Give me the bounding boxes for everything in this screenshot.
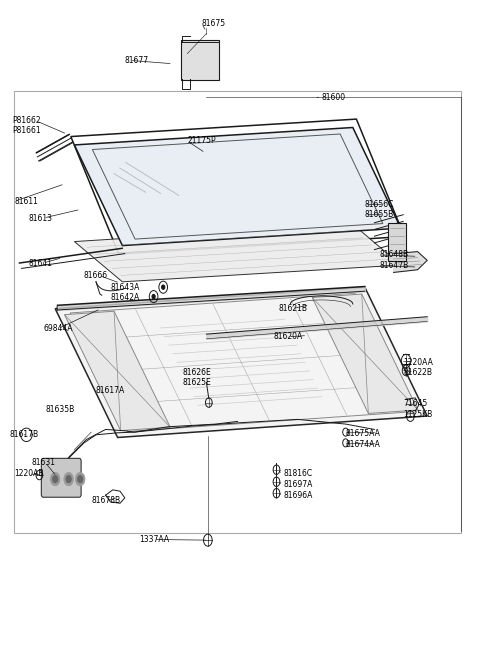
Text: 1220AA: 1220AA [403,358,433,367]
Text: 81620A: 81620A [274,332,303,342]
Polygon shape [312,294,418,413]
Text: 81643A: 81643A [110,282,140,292]
Text: 81674AA: 81674AA [346,440,381,449]
Text: P81662: P81662 [12,116,41,125]
FancyBboxPatch shape [181,40,219,80]
Text: 1337AA: 1337AA [139,535,169,544]
Circle shape [53,476,58,482]
Text: 81613: 81613 [29,213,53,223]
Text: 81677: 81677 [125,56,149,65]
Text: 81696A: 81696A [283,491,312,500]
Text: 81678B: 81678B [91,496,120,505]
Text: 81666: 81666 [84,270,108,280]
Circle shape [75,472,85,486]
Text: 81625E: 81625E [182,378,211,387]
FancyBboxPatch shape [388,223,406,261]
Text: 81635B: 81635B [46,405,75,414]
Text: 81600: 81600 [322,93,346,102]
Text: 81621B: 81621B [278,304,307,313]
Text: 81648B: 81648B [379,250,408,260]
Text: 81611: 81611 [14,197,38,206]
FancyBboxPatch shape [41,458,81,497]
Text: 1125KB: 1125KB [403,410,432,419]
Polygon shape [394,252,427,272]
Text: 71645: 71645 [403,399,428,409]
Circle shape [162,285,165,289]
Polygon shape [74,224,401,282]
Text: 81675AA: 81675AA [346,429,381,438]
Text: 81631: 81631 [31,458,55,468]
Text: 81626E: 81626E [182,368,211,377]
Circle shape [78,476,83,482]
Polygon shape [55,287,427,437]
Circle shape [64,472,73,486]
Circle shape [66,476,71,482]
Text: 81642A: 81642A [110,293,140,303]
Text: 81655B: 81655B [365,210,394,219]
Text: 81675: 81675 [202,19,226,28]
Text: 1220AB: 1220AB [14,469,44,478]
Text: 81641: 81641 [29,258,53,268]
Polygon shape [64,311,170,431]
Text: 81697A: 81697A [283,480,312,489]
Circle shape [152,295,155,299]
Text: 81617B: 81617B [10,430,39,440]
Text: 21175P: 21175P [187,136,216,146]
Circle shape [50,472,60,486]
Text: 81647B: 81647B [379,261,408,270]
Text: 81816C: 81816C [283,468,312,478]
Text: 81622B: 81622B [403,368,432,377]
Text: 81617A: 81617A [96,386,125,395]
Text: 69844A: 69844A [43,324,72,333]
Text: P81661: P81661 [12,125,41,135]
Polygon shape [74,127,401,246]
Text: 81656C: 81656C [365,200,394,209]
